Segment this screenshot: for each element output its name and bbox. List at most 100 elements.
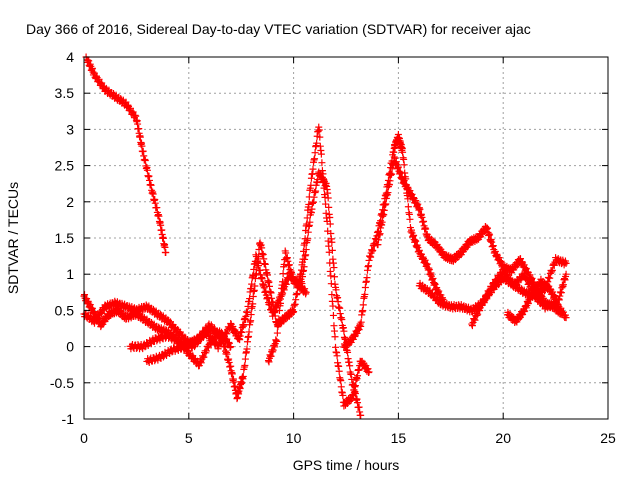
data-point xyxy=(329,302,337,310)
data-point xyxy=(327,272,335,280)
data-point xyxy=(365,368,373,376)
data-point xyxy=(311,149,319,157)
data-point xyxy=(521,270,529,278)
data-point xyxy=(562,259,570,267)
data-point xyxy=(197,333,205,341)
data-point xyxy=(225,339,233,347)
data-point xyxy=(247,317,255,325)
data-point xyxy=(328,246,336,254)
data-point xyxy=(471,316,479,324)
data-point xyxy=(562,270,570,278)
data-point xyxy=(333,352,341,360)
data-point xyxy=(290,308,298,316)
data-point xyxy=(317,150,325,158)
data-point xyxy=(311,155,319,163)
data-point xyxy=(546,274,554,282)
data-point xyxy=(254,253,262,261)
data-point xyxy=(332,286,340,294)
data-point xyxy=(216,331,224,339)
x-tick-label: 0 xyxy=(80,430,88,446)
data-point xyxy=(247,311,255,319)
data-point xyxy=(328,238,336,246)
data-point xyxy=(269,300,277,308)
y-tick-label: 2.5 xyxy=(55,158,75,174)
data-point xyxy=(340,327,348,335)
data-point xyxy=(562,314,570,322)
data-point xyxy=(315,126,323,134)
data-point xyxy=(241,362,249,370)
data-point xyxy=(210,324,218,332)
data-point xyxy=(95,75,103,83)
data-point xyxy=(338,315,346,323)
data-point xyxy=(243,309,251,317)
y-tick-label: 3.5 xyxy=(55,85,75,101)
x-tick-label: 10 xyxy=(286,430,302,446)
data-point xyxy=(335,367,343,375)
data-point xyxy=(277,299,284,307)
data-point xyxy=(188,340,196,348)
data-point xyxy=(339,391,347,399)
data-point xyxy=(548,268,556,276)
data-point xyxy=(404,203,412,211)
data-point xyxy=(325,203,333,211)
data-point xyxy=(318,159,326,167)
data-point xyxy=(544,273,552,281)
data-point xyxy=(363,274,371,282)
data-point xyxy=(313,139,321,147)
data-point xyxy=(329,311,337,319)
grid xyxy=(84,57,608,419)
x-axis-label: GPS time / hours xyxy=(293,457,400,473)
data-point xyxy=(223,330,231,338)
series-satellite-10 xyxy=(468,266,570,330)
data-point xyxy=(200,353,208,361)
data-point xyxy=(303,214,311,222)
series-satellite-11 xyxy=(503,270,570,326)
data-point xyxy=(384,189,392,197)
data-point xyxy=(478,301,486,309)
data-point xyxy=(214,345,222,353)
data-point xyxy=(478,301,486,309)
series-layer xyxy=(80,53,570,419)
data-point xyxy=(273,329,281,337)
data-point xyxy=(132,112,140,120)
data-point xyxy=(197,359,205,367)
data-point xyxy=(246,295,254,303)
data-point xyxy=(359,301,367,309)
data-point xyxy=(162,248,170,256)
y-tick-label: -0.5 xyxy=(50,375,74,391)
y-tick-label: 3 xyxy=(66,121,74,137)
data-point xyxy=(222,329,230,337)
data-point xyxy=(302,246,310,254)
data-point xyxy=(344,348,352,356)
data-point xyxy=(251,282,259,290)
data-point xyxy=(548,266,556,274)
data-point xyxy=(159,353,167,361)
data-point xyxy=(326,220,334,228)
data-point xyxy=(328,291,336,299)
y-axis-label: SDTVAR / TECUs xyxy=(5,182,21,294)
series-satellite-9 xyxy=(415,254,570,316)
data-point xyxy=(204,344,212,352)
data-point xyxy=(357,318,365,326)
data-point xyxy=(378,218,386,226)
data-point xyxy=(277,292,285,300)
data-point xyxy=(337,377,345,385)
series-satellite-1 xyxy=(82,53,170,256)
data-point xyxy=(330,273,338,281)
x-tick-label: 20 xyxy=(495,430,511,446)
data-point xyxy=(485,289,493,297)
data-point xyxy=(325,242,333,250)
data-point xyxy=(400,161,408,169)
y-tick-label: 2 xyxy=(66,194,74,210)
series-satellite-5 xyxy=(143,123,373,410)
chart-title: Day 366 of 2016, Sidereal Day-to-day VTE… xyxy=(26,21,531,37)
data-point xyxy=(468,320,476,328)
series-satellite-6 xyxy=(264,168,365,419)
data-point xyxy=(275,315,283,323)
y-tick-label: 1 xyxy=(66,266,74,282)
y-tick-label: 0.5 xyxy=(55,302,75,318)
data-point xyxy=(474,310,482,318)
x-tick-label: 15 xyxy=(391,430,407,446)
